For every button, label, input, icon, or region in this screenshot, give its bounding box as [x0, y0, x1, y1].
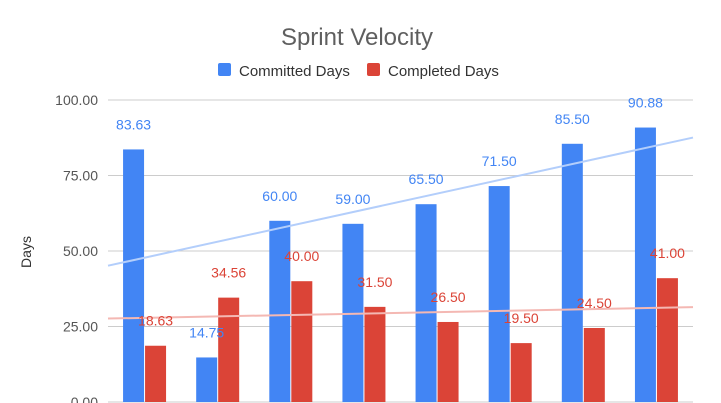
- bars: [123, 127, 678, 403]
- data-label-completed: 24.50: [577, 295, 612, 311]
- legend-label-completed: Completed Days: [388, 63, 499, 80]
- legend: Committed Days Completed Days: [218, 63, 499, 80]
- y-tick-label: 0.00: [71, 394, 98, 403]
- trendline-completed: [107, 306, 694, 320]
- y-tick-label: 100.00: [55, 92, 98, 108]
- data-label-completed: 34.56: [211, 265, 246, 281]
- bar-completed[interactable]: [583, 328, 605, 402]
- bar-committed[interactable]: [561, 143, 583, 403]
- bar-completed[interactable]: [364, 306, 386, 402]
- bar-committed[interactable]: [269, 220, 291, 402]
- legend-item-committed[interactable]: Committed Days: [218, 63, 350, 80]
- y-tick-label: 50.00: [63, 243, 98, 259]
- legend-item-completed[interactable]: Completed Days: [367, 63, 499, 80]
- data-label-completed: 19.50: [504, 310, 539, 326]
- data-label-completed: 40.00: [284, 248, 319, 264]
- bar-completed[interactable]: [291, 281, 313, 402]
- bar-completed[interactable]: [510, 343, 532, 402]
- data-label-committed: 65.50: [409, 171, 444, 187]
- trendlines: [107, 136, 694, 320]
- legend-label-committed: Committed Days: [239, 63, 350, 80]
- data-label-committed: 60.00: [262, 188, 297, 204]
- y-tick-label: 75.00: [63, 168, 98, 184]
- bar-completed[interactable]: [437, 321, 459, 402]
- bar-committed[interactable]: [488, 186, 510, 402]
- trendline-committed: [107, 136, 694, 267]
- data-label-committed: 83.63: [116, 116, 151, 132]
- bar-committed[interactable]: [415, 204, 437, 402]
- data-label-committed: 90.88: [628, 95, 663, 111]
- data-label-completed: 26.50: [431, 289, 466, 305]
- data-label-completed: 18.63: [138, 313, 173, 329]
- y-axis-label: Days: [18, 236, 34, 268]
- data-label-completed: 41.00: [650, 245, 685, 261]
- data-label-committed: 59.00: [335, 191, 370, 207]
- bar-completed[interactable]: [145, 345, 167, 402]
- chart-title: Sprint Velocity: [281, 24, 433, 51]
- data-label-completed: 31.50: [357, 274, 392, 290]
- data-label-committed: 71.50: [482, 153, 517, 169]
- gridlines: [108, 99, 693, 403]
- data-label-committed: 85.50: [555, 111, 590, 127]
- bar-committed[interactable]: [196, 357, 218, 402]
- bar-completed[interactable]: [656, 278, 678, 402]
- bar-committed[interactable]: [634, 127, 656, 403]
- legend-swatch-committed: [218, 63, 231, 76]
- bar-committed[interactable]: [123, 149, 145, 402]
- legend-swatch-completed: [367, 63, 380, 76]
- data-label-committed: 14.75: [189, 324, 224, 340]
- data-labels: 83.63 14.75 60.00 59.00 65.50 71.50 85.50 90.88…: [116, 95, 685, 341]
- y-tick-label: 25.00: [63, 319, 98, 335]
- y-tick-labels: 0.00 25.00 50.00 75.00 100.00: [55, 92, 98, 403]
- bar-completed[interactable]: [218, 297, 240, 402]
